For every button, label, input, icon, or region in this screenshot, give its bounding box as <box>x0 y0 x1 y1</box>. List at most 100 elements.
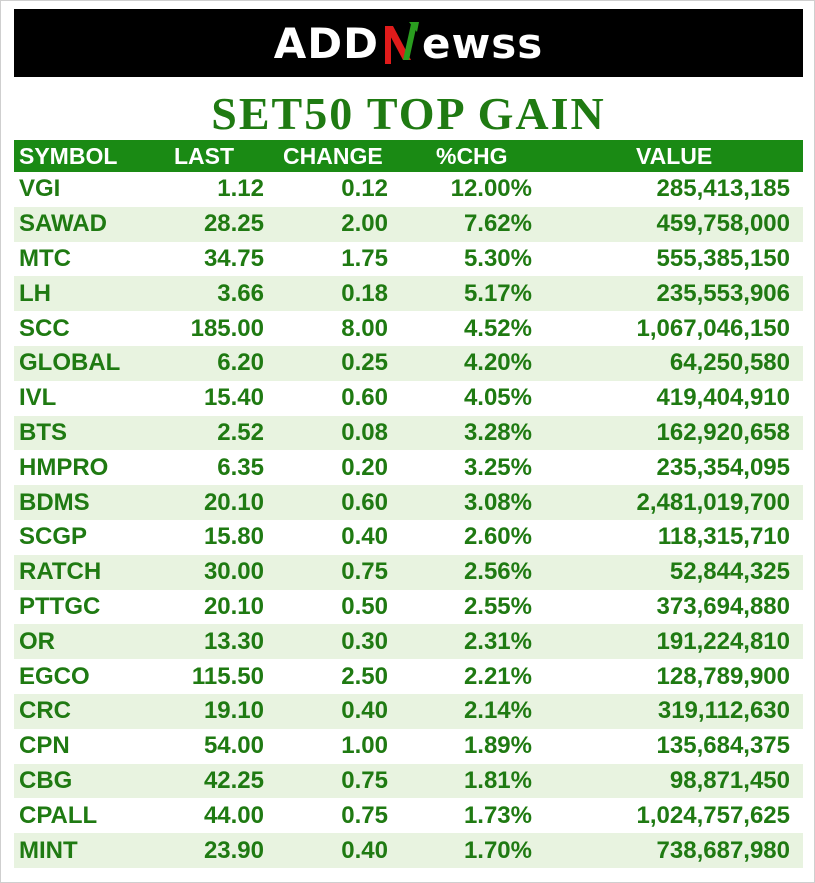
table-body: VGI 1.12 0.12 12.00% 285,413,185 SAWAD 28.25 2.… <box>14 172 803 868</box>
col-header-pctchg: %CHG <box>398 140 540 172</box>
cell-pctchg: 1.89% <box>463 732 532 760</box>
cell-last: 3.66 <box>142 276 270 312</box>
cell-last: 13.30 <box>142 624 270 660</box>
table-row: SCGP 15.80 0.40 2.60% 118,315,710 <box>14 520 803 555</box>
cell-symbol: CPALL <box>19 801 98 829</box>
table-row: MTC 34.75 1.75 5.30% 555,385,150 <box>14 242 803 277</box>
cell-last: 115.50 <box>191 662 264 690</box>
cell-last: 2.52 <box>142 415 270 451</box>
brand-logo[interactable]: ADD ewss <box>274 19 544 68</box>
cell-change: 0.40 <box>270 693 398 729</box>
cell-change: 0.20 <box>341 453 388 481</box>
cell-last: 6.20 <box>142 345 270 381</box>
table-row: CRC 19.10 0.40 2.14% 319,112,630 <box>14 693 803 729</box>
cell-value: 235,354,095 <box>656 453 790 481</box>
cell-pctchg: 4.05% <box>463 384 532 412</box>
cell-value: 1,067,046,150 <box>636 314 790 342</box>
cell-change: 0.60 <box>341 384 388 412</box>
cell-last: 19.10 <box>142 693 270 729</box>
cell-pctchg: 2.14% <box>398 693 540 729</box>
cell-last: 28.25 <box>142 206 270 242</box>
cell-symbol: CRC <box>14 693 142 729</box>
table-header-row: SYMBOL LAST CHANGE %CHG VALUE <box>14 140 803 172</box>
cell-change: 2.50 <box>341 662 388 690</box>
top-gain-table: SYMBOL LAST CHANGE %CHG VALUE VGI 1.12 0.1… <box>14 140 803 868</box>
table-row: BTS 2.52 0.08 3.28% 162,920,658 <box>14 415 803 451</box>
cell-symbol: RATCH <box>14 554 142 590</box>
cell-pctchg: 5.30% <box>463 244 532 272</box>
col-header-symbol: SYMBOL <box>14 140 142 172</box>
cell-pctchg: 7.62% <box>398 206 540 242</box>
cell-symbol: MINT <box>14 833 142 868</box>
cell-value: 52,844,325 <box>540 554 803 590</box>
cell-pctchg: 2.55% <box>463 592 532 620</box>
cell-change: 0.50 <box>341 592 388 620</box>
cell-last: 34.75 <box>203 244 264 272</box>
table-row: CBG 42.25 0.75 1.81% 98,871,450 <box>14 763 803 799</box>
cell-symbol: SCC <box>19 314 70 342</box>
cell-last: 30.00 <box>142 554 270 590</box>
cell-last: 54.00 <box>203 732 264 760</box>
cell-symbol: SCGP <box>19 523 88 551</box>
cell-change: 0.75 <box>270 763 398 799</box>
cell-symbol: LH <box>14 276 142 312</box>
cell-symbol: BTS <box>14 415 142 451</box>
cell-value: 459,758,000 <box>540 206 803 242</box>
table-row: CPN 54.00 1.00 1.89% 135,684,375 <box>14 729 803 764</box>
table-row: RATCH 30.00 0.75 2.56% 52,844,325 <box>14 554 803 590</box>
table-row: SCC 185.00 8.00 4.52% 1,067,046,150 <box>14 311 803 346</box>
cell-last: 23.90 <box>142 833 270 868</box>
cell-last: 185.00 <box>190 314 264 342</box>
cell-pctchg: 1.73% <box>463 801 532 829</box>
cell-value: 162,920,658 <box>540 415 803 451</box>
table-row: VGI 1.12 0.12 12.00% 285,413,185 <box>14 172 803 207</box>
cell-value: 235,553,906 <box>540 276 803 312</box>
cell-pctchg: 3.28% <box>398 415 540 451</box>
cell-pctchg: 4.20% <box>398 345 540 381</box>
cell-pctchg: 2.31% <box>398 624 540 660</box>
table-row: GLOBAL 6.20 0.25 4.20% 64,250,580 <box>14 345 803 381</box>
cell-pctchg: 3.08% <box>398 485 540 520</box>
cell-symbol: PTTGC <box>19 592 101 620</box>
cell-change: 0.75 <box>341 801 388 829</box>
cell-change: 0.75 <box>270 554 398 590</box>
logo-text-left: ADD <box>273 18 379 68</box>
cell-value: 285,413,185 <box>656 175 790 203</box>
cell-last: 42.25 <box>142 763 270 799</box>
cell-last: 44.00 <box>203 801 264 829</box>
table-row: IVL 15.40 0.60 4.05% 419,404,910 <box>14 381 803 416</box>
cell-value: 135,684,375 <box>656 732 790 760</box>
cell-pctchg: 5.17% <box>398 276 540 312</box>
cell-pctchg: 2.21% <box>463 662 532 690</box>
cell-change: 2.00 <box>270 206 398 242</box>
cell-last: 1.12 <box>217 175 264 203</box>
cell-change: 0.25 <box>270 345 398 381</box>
table-row: HMPRO 6.35 0.20 3.25% 235,354,095 <box>14 450 803 485</box>
cell-change: 1.00 <box>341 732 388 760</box>
cell-last: 6.35 <box>217 453 264 481</box>
cell-symbol: BDMS <box>14 485 142 520</box>
col-header-last: LAST <box>142 140 270 172</box>
cell-change: 0.12 <box>341 175 388 203</box>
cell-change: 0.08 <box>270 415 398 451</box>
cell-symbol: CBG <box>14 763 142 799</box>
cell-symbol: SAWAD <box>14 206 142 242</box>
col-header-value: VALUE <box>540 140 803 172</box>
cell-pctchg: 2.56% <box>398 554 540 590</box>
table-row: SAWAD 28.25 2.00 7.62% 459,758,000 <box>14 206 803 242</box>
table-row: CPALL 44.00 0.75 1.73% 1,024,757,625 <box>14 798 803 833</box>
table-row: LH 3.66 0.18 5.17% 235,553,906 <box>14 276 803 312</box>
cell-value: 373,694,880 <box>656 592 790 620</box>
cell-pctchg: 1.70% <box>398 833 540 868</box>
cell-last: 15.80 <box>203 523 264 551</box>
cell-change: 0.60 <box>270 485 398 520</box>
cell-pctchg: 4.52% <box>463 314 532 342</box>
cell-value: 1,024,757,625 <box>636 801 790 829</box>
cell-symbol: CPN <box>19 732 70 760</box>
cell-value: 118,315,710 <box>657 523 790 551</box>
cell-change: 0.30 <box>270 624 398 660</box>
cell-pctchg: 2.60% <box>463 523 532 551</box>
cell-pctchg: 1.81% <box>398 763 540 799</box>
cell-symbol: MTC <box>19 244 71 272</box>
